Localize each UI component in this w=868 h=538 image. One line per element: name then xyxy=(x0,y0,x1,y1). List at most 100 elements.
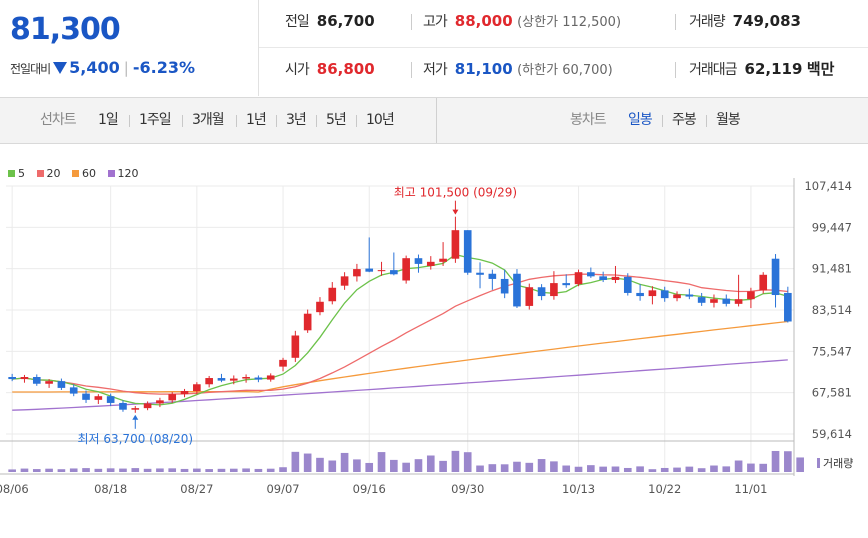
volume-bar xyxy=(636,466,644,472)
period-5y[interactable]: 5년 xyxy=(326,112,347,128)
candle xyxy=(426,261,435,266)
candle xyxy=(377,270,386,272)
candle xyxy=(328,287,337,302)
candle-daily[interactable]: 일봉 xyxy=(628,112,653,128)
divider xyxy=(182,115,183,127)
candle xyxy=(229,378,238,381)
volume-bar xyxy=(599,466,607,472)
low-cell: 저가 81,100 (하한가 60,700) xyxy=(423,48,613,95)
candle xyxy=(45,381,53,384)
price-box: 81,300 전일대비 5,400 | -6.23% xyxy=(0,0,259,96)
x-tick-label: 10/13 xyxy=(562,482,595,496)
volume-bar xyxy=(69,468,78,472)
candle xyxy=(32,377,41,384)
candle xyxy=(414,258,423,264)
volume-legend-swatch xyxy=(817,458,820,468)
candle xyxy=(279,359,287,367)
legend-ma120-label: 120 xyxy=(117,167,139,180)
trade-value: 62,119 xyxy=(744,60,803,78)
candle-monthly[interactable]: 월봉 xyxy=(716,112,741,128)
candle xyxy=(697,297,706,303)
volume-bar xyxy=(537,459,546,472)
divider xyxy=(356,115,357,127)
volume-bar xyxy=(451,450,460,472)
candle xyxy=(402,258,410,281)
volume-label: 거래량 xyxy=(689,14,726,30)
candle xyxy=(242,377,250,379)
legend-ma60-label: 60 xyxy=(82,167,96,180)
candle xyxy=(599,276,607,280)
candle xyxy=(537,287,546,297)
divider xyxy=(675,14,676,30)
volume-label: 거래량 xyxy=(823,457,853,470)
current-price: 81,300 xyxy=(10,12,121,47)
period-1w[interactable]: 1주일 xyxy=(139,112,172,128)
legend-ma20-label: 20 xyxy=(46,167,61,180)
candle xyxy=(710,299,718,303)
candle xyxy=(156,400,164,404)
volume-bar xyxy=(426,455,435,472)
period-1y[interactable]: 1년 xyxy=(246,112,267,128)
volume-bar xyxy=(500,464,509,472)
candle xyxy=(476,272,484,275)
x-tick-label: 09/16 xyxy=(353,482,386,496)
candle xyxy=(8,377,16,380)
lower-limit: (하한가 60,700) xyxy=(517,63,613,78)
y-tick-label: 83,514 xyxy=(812,303,852,317)
low-arrow-icon xyxy=(132,414,139,420)
legend-ma120: 120 xyxy=(107,167,139,180)
candle xyxy=(747,291,755,300)
candle xyxy=(266,375,275,380)
ma-legend: 5 20 60 120 xyxy=(8,167,147,180)
volume-bar xyxy=(414,459,423,472)
volume-bar xyxy=(119,468,127,472)
legend-ma5: 5 xyxy=(8,167,25,180)
volume-bar xyxy=(106,468,115,472)
divider xyxy=(411,62,412,78)
legend-swatch xyxy=(107,170,115,177)
volume-bar xyxy=(623,467,632,472)
high-value: 88,000 xyxy=(454,12,513,30)
candle xyxy=(316,301,324,313)
volume-bar xyxy=(377,452,386,472)
candle xyxy=(106,396,115,403)
period-1d[interactable]: 1일 xyxy=(98,112,119,128)
candle xyxy=(94,396,103,400)
volume-bar xyxy=(525,462,534,472)
candle xyxy=(353,269,361,277)
candle xyxy=(69,387,78,394)
period-3y[interactable]: 3년 xyxy=(286,112,307,128)
candle-chart-label: 봉차트 xyxy=(570,112,607,128)
divider xyxy=(411,14,412,30)
volume-bar xyxy=(390,459,398,472)
volume-bar xyxy=(143,468,152,472)
high-annotation: 최고 101,500 (09/29) xyxy=(394,186,517,200)
divider xyxy=(129,115,130,127)
change-percent: -6.23% xyxy=(132,58,195,77)
volume-bar xyxy=(168,468,177,472)
candle xyxy=(217,378,226,381)
y-tick-label: 75,547 xyxy=(812,344,852,358)
period-3m[interactable]: 3개월 xyxy=(192,112,225,128)
divider xyxy=(662,115,663,127)
volume-bar xyxy=(550,461,558,472)
down-arrow-icon xyxy=(53,62,68,74)
candle xyxy=(550,283,558,297)
candle xyxy=(451,230,460,259)
volume-bar xyxy=(82,468,90,472)
candle xyxy=(722,298,731,304)
y-tick-label: 59,614 xyxy=(812,427,852,441)
candle-weekly[interactable]: 주봉 xyxy=(672,112,697,128)
candle xyxy=(20,377,29,380)
candle xyxy=(168,394,177,401)
volume-bar xyxy=(611,466,620,472)
candle xyxy=(611,276,620,280)
candle xyxy=(623,276,632,293)
volume-bar xyxy=(94,468,103,472)
candle xyxy=(587,272,595,277)
volume-bar xyxy=(340,452,349,472)
period-10y[interactable]: 10년 xyxy=(366,112,395,128)
high-arrow-icon xyxy=(452,209,459,215)
candle xyxy=(673,294,681,299)
